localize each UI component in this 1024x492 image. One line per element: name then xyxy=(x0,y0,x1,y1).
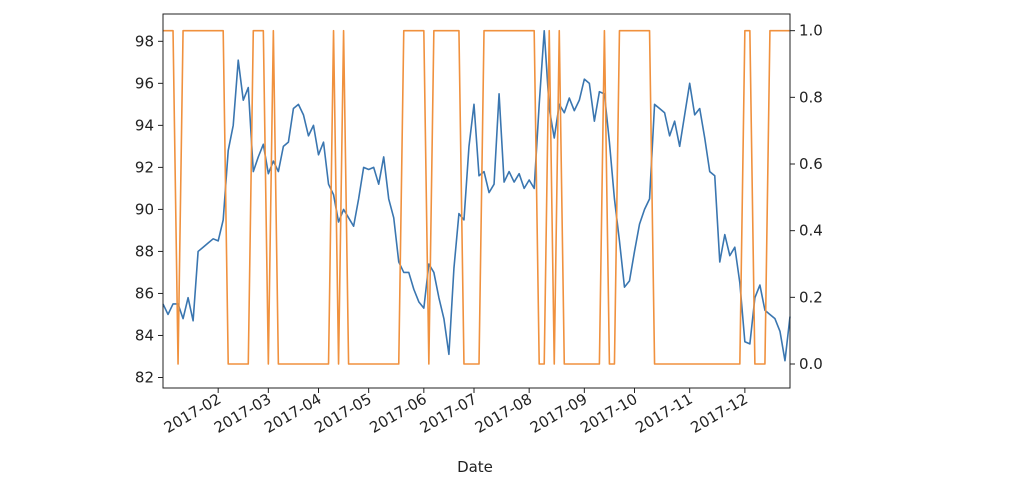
y2-tick-label: 1.0 xyxy=(799,22,823,40)
x-tick-label: 2017-11 xyxy=(632,390,695,437)
y2-tick-label: 0.0 xyxy=(799,355,823,373)
x-tick-label: 2017-07 xyxy=(417,390,480,437)
y-tick-label: 98 xyxy=(135,32,154,50)
y-tick-label: 96 xyxy=(135,74,154,92)
line-series xyxy=(163,29,790,365)
x-tick-label: 2017-06 xyxy=(367,390,430,437)
y-tick-label: 82 xyxy=(135,368,154,386)
y-tick-label: 86 xyxy=(135,284,154,302)
y-tick-label: 94 xyxy=(135,116,154,134)
line-series xyxy=(162,30,791,362)
x-tick-label: 2017-09 xyxy=(527,390,590,437)
plot-frame xyxy=(162,13,791,389)
x-axis-label: Date xyxy=(457,458,493,476)
y-tick-label: 84 xyxy=(135,326,154,344)
x-tick-label: 2017-08 xyxy=(472,390,535,437)
x-tick-label: 2017-05 xyxy=(311,390,374,437)
y-tick-label: 90 xyxy=(135,200,154,218)
y-tick-label: 88 xyxy=(135,242,154,260)
x-tick-label: 2017-02 xyxy=(161,390,224,437)
x-tick-label: 2017-03 xyxy=(211,390,274,437)
y-tick-label: 92 xyxy=(135,158,154,176)
x-tick-label: 2017-10 xyxy=(577,390,640,437)
x-tick-label: 2017-12 xyxy=(688,390,751,437)
y2-tick-label: 0.6 xyxy=(799,155,823,173)
x-tick-label: 2017-04 xyxy=(261,390,324,437)
y2-tick-label: 0.8 xyxy=(799,88,823,106)
y2-tick-label: 0.4 xyxy=(799,222,823,240)
y2-tick-label: 0.2 xyxy=(799,288,823,306)
